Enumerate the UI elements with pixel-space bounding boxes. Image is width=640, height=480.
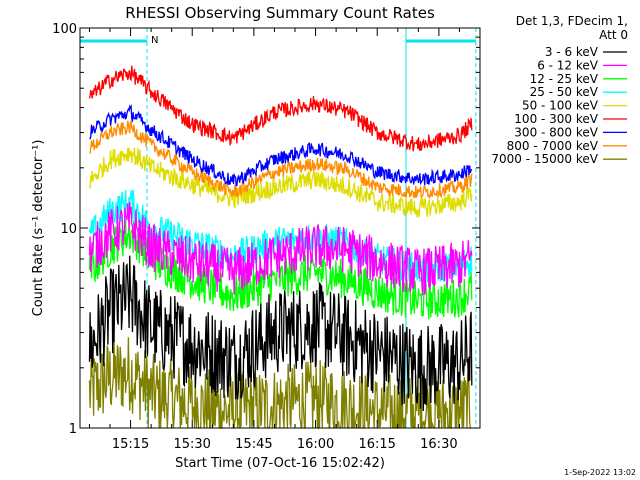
y-tick-label: 10 xyxy=(60,222,77,237)
x-tick-label: 15:30 xyxy=(173,437,210,452)
x-axis-label: Start Time (07-Oct-16 15:02:42) xyxy=(175,456,385,471)
legend-label: 7000 - 15000 keV xyxy=(491,152,598,166)
y-tick-label: 1 xyxy=(69,422,77,437)
legend-label: 3 - 6 keV xyxy=(545,45,599,59)
plot-area: N xyxy=(80,28,477,430)
legend-header-line-1: Det 1,3, FDecim 1, xyxy=(516,14,628,28)
x-tick-label: 16:00 xyxy=(297,437,334,452)
timestamp: 1-Sep-2022 13:02 xyxy=(564,468,636,477)
legend-header-line-2: Att 0 xyxy=(599,28,628,42)
x-axis: 15:15 15:30 15:45 16:00 16:15 16:30 xyxy=(88,28,481,452)
x-tick-label: 15:15 xyxy=(112,437,149,452)
legend-label: 12 - 25 keV xyxy=(530,72,599,86)
legend-label: 6 - 12 keV xyxy=(537,58,599,72)
series-line-800to7000kev xyxy=(89,120,473,200)
series-line-100to300kev xyxy=(88,65,473,152)
legend-label: 100 - 300 keV xyxy=(514,112,598,126)
legend-label: 50 - 100 keV xyxy=(522,99,599,113)
legend-label: 300 - 800 keV xyxy=(514,125,598,139)
night-flag-label: N xyxy=(151,35,158,46)
chart-title: RHESSI Observing Summary Count Rates xyxy=(125,4,435,22)
series-line-6to12kev xyxy=(88,201,473,296)
x-tick-label: 16:30 xyxy=(420,437,457,452)
series-line-50to100kev xyxy=(88,147,473,218)
legend-label: 25 - 50 keV xyxy=(530,85,599,99)
x-tick-label: 16:15 xyxy=(358,437,395,452)
legend-label: 800 - 7000 keV xyxy=(507,139,599,153)
y-axis: 1 10 100 xyxy=(52,22,480,437)
series-line-300to800kev xyxy=(89,104,473,187)
y-tick-label: 100 xyxy=(52,22,77,37)
series-line-3to6kev xyxy=(88,255,473,412)
y-axis-label: Count Rate (s⁻¹ detector⁻¹) xyxy=(31,140,46,317)
x-tick-label: 15:45 xyxy=(235,437,272,452)
